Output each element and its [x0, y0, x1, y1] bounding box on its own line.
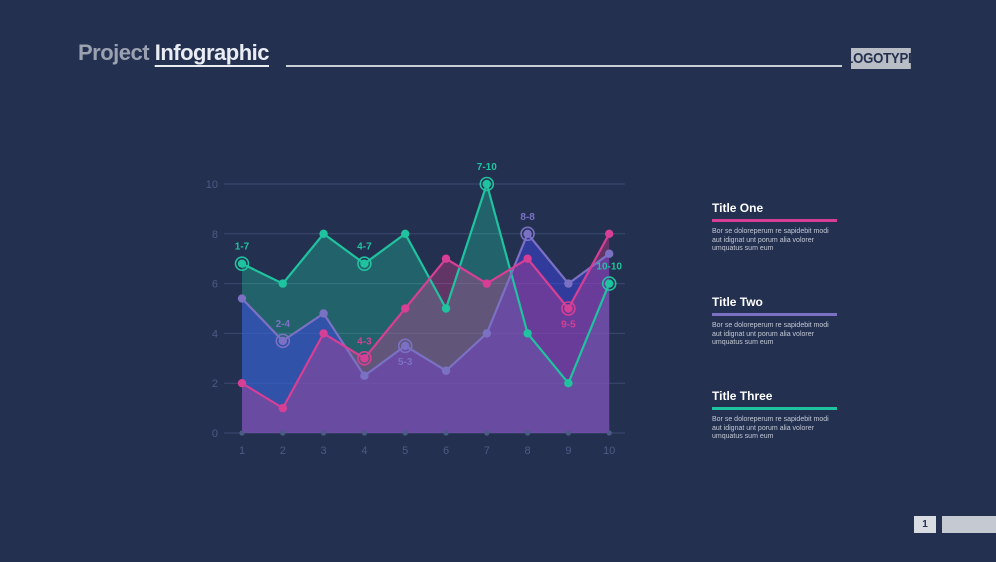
data-point: [482, 279, 491, 288]
legend-title-one: Title One: [712, 201, 764, 215]
data-label: 4-7: [357, 242, 372, 253]
highlight-ring: [520, 226, 535, 242]
x-axis-dot: [525, 430, 531, 436]
data-label: 9-5: [561, 320, 576, 331]
data-point: [401, 341, 410, 351]
highlight-ring: [397, 338, 413, 354]
x-tick-label: 10: [603, 445, 615, 457]
data-label: 7-10: [477, 162, 497, 173]
x-tick-label: 2: [280, 445, 286, 457]
data-point: [237, 259, 247, 268]
series-area: [242, 233, 610, 433]
y-tick-label: 6: [212, 279, 218, 291]
data-point: [278, 279, 287, 288]
legend-text-three: Bor se doloreperum re sapidebit modi aut…: [712, 416, 829, 440]
data-point: [237, 379, 247, 388]
data-point: [564, 279, 573, 288]
data-point: [360, 354, 369, 363]
data-point: [319, 229, 328, 238]
x-tick-label: 7: [484, 445, 490, 457]
data-label: 1-7: [235, 242, 250, 253]
x-axis-dot: [239, 430, 245, 436]
data-label: 8-8: [520, 212, 535, 223]
data-label: 4-3: [357, 336, 372, 347]
x-tick-label: 6: [443, 445, 449, 457]
page-bar: [942, 516, 996, 533]
data-point: [482, 179, 491, 189]
legend-title-two: Title Two: [712, 295, 763, 309]
page-title: Project Infographic: [78, 40, 270, 66]
highlight-ring: [275, 333, 291, 349]
header-divider: [286, 65, 842, 67]
data-point: [319, 309, 328, 318]
y-tick-label: 10: [206, 179, 218, 191]
data-point: [564, 304, 573, 313]
highlight-ring: [357, 256, 372, 271]
data-point: [278, 403, 287, 413]
legend-text-one: Bor se doloreperum re sapidebit modi aut…: [712, 228, 829, 252]
data-point: [441, 366, 451, 375]
x-axis-dot: [606, 430, 612, 436]
data-point: [401, 229, 410, 238]
data-point: [605, 279, 614, 288]
data-point: [237, 294, 247, 303]
legend-item-one: Title One Bor se doloreperum re sapidebi…: [712, 201, 840, 254]
highlight-ring: [234, 256, 250, 271]
series-area: [242, 233, 610, 433]
data-label: 2-4: [276, 319, 291, 330]
x-axis-dot: [484, 430, 490, 436]
legend-bar-three: [712, 407, 837, 410]
data-point: [278, 336, 287, 346]
highlight-ring: [357, 350, 372, 366]
x-tick-label: 5: [402, 445, 408, 457]
series-line: [241, 231, 610, 378]
data-point: [319, 329, 328, 338]
x-tick-label: 9: [565, 445, 571, 457]
data-point: [523, 254, 532, 263]
data-point: [523, 329, 532, 338]
page-number: 1: [914, 516, 936, 533]
x-tick-label: 3: [321, 445, 327, 457]
data-label: 5-3: [398, 357, 413, 368]
data-point: [523, 229, 532, 238]
series-line: [241, 180, 611, 386]
page-title-light: Project: [78, 40, 150, 65]
logotype: LOGOTYPE: [845, 48, 917, 69]
data-point: [360, 259, 369, 268]
y-tick-label: 2: [212, 378, 218, 390]
y-tick-label: 0: [212, 428, 218, 440]
data-point: [401, 304, 410, 313]
highlight-ring: [561, 301, 576, 316]
series-line: [241, 233, 611, 410]
x-tick-label: 8: [525, 445, 531, 457]
x-tick-label: 4: [361, 445, 367, 457]
page-title-bold: Infographic: [154, 40, 270, 65]
highlight-ring: [601, 276, 617, 291]
data-point: [482, 329, 491, 338]
data-point: [441, 254, 451, 263]
y-tick-label: 8: [212, 229, 218, 241]
legend-bar-two: [712, 313, 837, 316]
data-point: [605, 229, 614, 238]
x-axis-dot: [565, 430, 572, 436]
x-axis-dot: [321, 430, 327, 436]
legend-title-three: Title Three: [712, 389, 773, 403]
data-point: [441, 304, 451, 313]
x-axis-dot: [280, 430, 286, 436]
x-axis-dot: [402, 430, 408, 436]
x-axis-dot: [361, 430, 367, 436]
data-label: 10-10: [596, 262, 622, 273]
data-point: [564, 379, 573, 388]
highlight-ring: [479, 176, 495, 192]
y-tick-label: 4: [212, 328, 218, 340]
x-axis-dot: [443, 430, 449, 436]
legend-bar-one: [712, 219, 837, 222]
legend-item-two: Title Two Bor se doloreperum re sapidebi…: [712, 295, 840, 348]
legend-item-three: Title Three Bor se doloreperum re sapide…: [712, 389, 840, 442]
x-tick-label: 1: [239, 445, 245, 457]
data-point: [360, 371, 369, 380]
data-point: [605, 249, 614, 258]
legend-text-two: Bor se doloreperum re sapidebit modi aut…: [712, 322, 829, 346]
